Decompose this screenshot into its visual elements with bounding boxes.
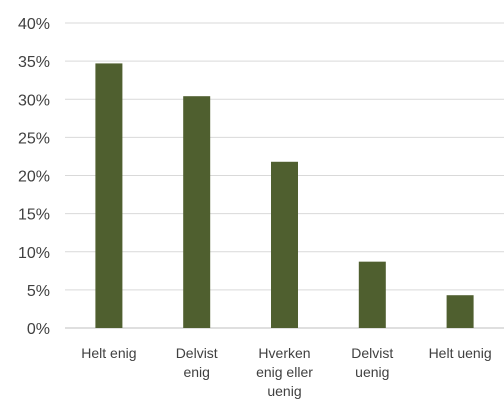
- x-tick-label-line: enig: [183, 364, 209, 380]
- y-tick-label: 40%: [18, 16, 50, 33]
- x-tick-label-line: Delvist: [176, 345, 218, 361]
- y-tick-label: 20%: [18, 169, 50, 186]
- bar: [95, 63, 123, 328]
- x-tick-label: Delvist uenig: [351, 345, 393, 380]
- y-tick-label: 5%: [27, 283, 50, 300]
- y-tick-label: 0%: [27, 321, 50, 338]
- x-tick-label-line: uenig: [355, 364, 389, 380]
- y-axis-tick-labels: 0% 5% 10% 15% 20% 25% 30% 35% 40%: [18, 16, 50, 338]
- x-tick-label-line: Delvist: [351, 345, 393, 361]
- x-tick-label-line: Helt uenig: [429, 345, 492, 361]
- x-axis-category-labels: Helt enig Delvist enig Hverken enig eller uen…: [81, 345, 491, 399]
- bar: [358, 261, 386, 328]
- y-tick-label: 10%: [18, 245, 50, 262]
- x-tick-label: Helt enig: [81, 345, 136, 361]
- x-tick-label-line: Helt enig: [81, 345, 136, 361]
- x-tick-label: Helt uenig: [429, 345, 492, 361]
- y-tick-label: 30%: [18, 92, 50, 109]
- bar: [271, 161, 298, 328]
- bar: [446, 295, 474, 328]
- x-tick-label: Delvist enig: [176, 345, 218, 380]
- x-tick-label-line: uenig: [267, 383, 301, 399]
- x-tick-label: Hverken enig eller uenig: [256, 345, 313, 399]
- x-tick-label-line: enig eller: [256, 364, 313, 380]
- y-tick-label: 25%: [18, 130, 50, 147]
- x-tick-label-line: Hverken: [258, 345, 310, 361]
- y-tick-label: 15%: [18, 207, 50, 224]
- bar: [183, 96, 211, 328]
- y-tick-label: 35%: [18, 54, 50, 71]
- bars: [95, 63, 474, 328]
